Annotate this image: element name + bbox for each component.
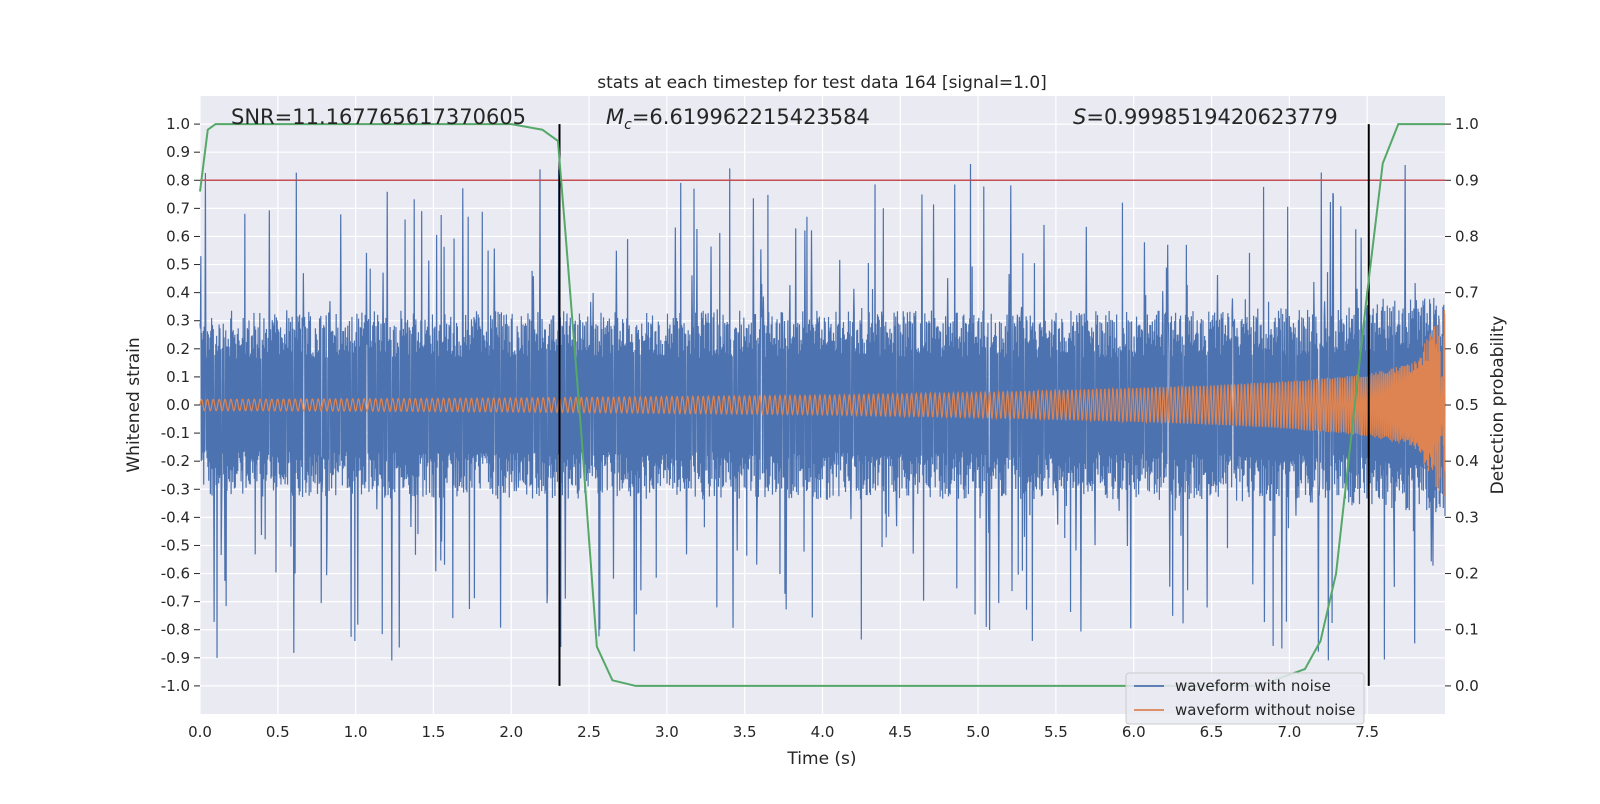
y-tick-label: 0.9 xyxy=(166,143,190,161)
x-tick-label: 2.0 xyxy=(499,723,523,741)
x-tick-label: 0.0 xyxy=(188,723,212,741)
y-tick-label: 0.5 xyxy=(166,256,190,274)
chirp-mass-subscript: c xyxy=(624,117,632,133)
x-axis-label: Time (s) xyxy=(786,749,856,769)
chirp-mass-value: =6.619962215423584 xyxy=(632,105,870,129)
vertical-markers xyxy=(558,124,1370,686)
y-tick-label: 0.3 xyxy=(166,312,190,330)
y-tick-label: -0.5 xyxy=(161,536,190,554)
score-annotation: S=0.9998519420623779 xyxy=(1073,105,1338,129)
y2-tick-label: 0.0 xyxy=(1455,677,1479,695)
y2-tick-label: 0.9 xyxy=(1455,171,1479,189)
waveform-without-noise-line xyxy=(199,309,1446,497)
y-tick-label: -0.3 xyxy=(161,480,190,498)
y-tick-label: -0.8 xyxy=(161,621,190,639)
legend-label-clean: waveform without noise xyxy=(1175,701,1355,719)
y2-tick-label: 0.1 xyxy=(1455,621,1479,639)
x-tick-label: 7.0 xyxy=(1277,723,1301,741)
x-tick-label: 6.0 xyxy=(1122,723,1146,741)
y-tick-label: -0.6 xyxy=(161,565,190,583)
y-tick-label: -0.2 xyxy=(161,452,190,470)
chirp-mass-annotation: Mc=6.619962215423584 xyxy=(606,105,870,133)
waveform-without-noise-series xyxy=(199,309,1446,497)
snr-annotation: SNR=11.167765617370605 xyxy=(231,105,526,129)
y2-tick-label: 0.5 xyxy=(1455,396,1479,414)
legend-label-noise: waveform with noise xyxy=(1175,677,1331,695)
detection-probability-series xyxy=(199,123,1445,687)
y-tick-label: 0.0 xyxy=(166,396,190,414)
x-tick-label: 3.0 xyxy=(655,723,679,741)
y-tick-label: 0.1 xyxy=(166,368,190,386)
y-tick-label: -1.0 xyxy=(161,677,190,695)
y2-tick-label: 0.3 xyxy=(1455,508,1479,526)
x-tick-label: 3.5 xyxy=(733,723,757,741)
y2-tick-labels: 1.0 0.9 0.8 0.7 0.6 0.5 0.4 0.3 0.2 0.1 0.0 xyxy=(1445,115,1479,695)
y2-axis-label: Detection probability xyxy=(1488,316,1508,495)
y-axis-label: Whitened strain xyxy=(124,337,144,472)
legend-box xyxy=(1125,672,1365,725)
y-tick-label: 0.2 xyxy=(166,340,190,358)
y-tick-label: -0.1 xyxy=(161,424,190,442)
x-tick-label: 4.5 xyxy=(888,723,912,741)
y2-tick-label: 0.4 xyxy=(1455,452,1479,470)
y-tick-label: 0.4 xyxy=(166,284,190,302)
x-tick-label: 6.5 xyxy=(1200,723,1224,741)
x-tick-label: 1.0 xyxy=(344,723,368,741)
x-tick-label: 5.5 xyxy=(1044,723,1068,741)
y2-tick-label: 0.2 xyxy=(1455,565,1479,583)
x-tick-label: 4.0 xyxy=(811,723,835,741)
x-tick-label: 0.5 xyxy=(266,723,290,741)
x-tick-label: 1.5 xyxy=(422,723,446,741)
chart-title: stats at each timestep for test data 164… xyxy=(597,73,1047,93)
y-tick-labels: 1.0 0.9 0.8 0.7 0.6 0.5 0.4 0.3 0.2 0.1 0.0 -0.1 -0.… xyxy=(161,115,200,695)
y-tick-label: -0.9 xyxy=(161,649,190,667)
y2-tick-label: 1.0 xyxy=(1455,115,1479,133)
y-tick-label: -0.7 xyxy=(161,593,190,611)
y2-tick-label: 0.8 xyxy=(1455,227,1479,245)
y2-tick-label: 0.6 xyxy=(1455,340,1479,358)
detection-probability-line xyxy=(199,123,1445,687)
legend: waveform with noise waveform without noi… xyxy=(1125,672,1365,725)
y-tick-label: 0.8 xyxy=(166,171,190,189)
x-tick-label: 5.0 xyxy=(966,723,990,741)
x-tick-label: 2.5 xyxy=(577,723,601,741)
chirp-mass-symbol: M xyxy=(606,105,624,129)
y-tick-label: 0.6 xyxy=(166,227,190,245)
y2-tick-label: 0.7 xyxy=(1455,284,1479,302)
y-tick-label: -0.4 xyxy=(161,508,190,526)
x-tick-labels: 0.0 0.5 1.0 1.5 2.0 2.5 3.0 3.5 4.0 4.5 5.0 5.5 6.0 6… xyxy=(188,723,1379,741)
y-tick-label: 1.0 xyxy=(166,115,190,133)
score-value: =0.9998519420623779 xyxy=(1086,105,1337,129)
y-tick-label: 0.7 xyxy=(166,199,190,217)
score-symbol: S xyxy=(1073,105,1086,129)
x-tick-label: 7.5 xyxy=(1355,723,1379,741)
